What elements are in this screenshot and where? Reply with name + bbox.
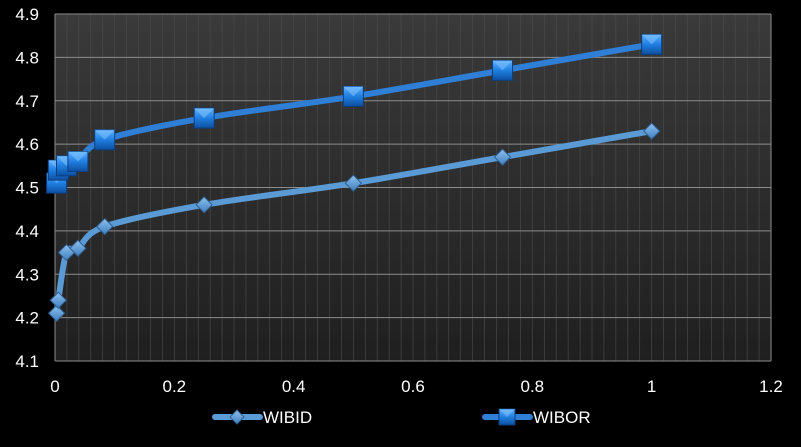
x-tick-label: 0.4 <box>282 377 306 396</box>
legend-item-wibid: WIBID <box>212 408 312 427</box>
legend: WIBID WIBOR <box>212 408 591 427</box>
data-point-square <box>342 85 364 107</box>
legend-diamond-marker <box>229 409 245 425</box>
series-wibid <box>47 122 661 322</box>
data-point-diamond <box>49 291 67 309</box>
data-point-square <box>641 33 663 55</box>
x-tick-label: 0.2 <box>163 377 187 396</box>
data-point-diamond <box>344 174 363 192</box>
legend-square-marker <box>498 408 516 426</box>
data-point-diamond <box>642 122 661 140</box>
data-point-square <box>492 59 513 81</box>
legend-label: WIBID <box>263 408 312 427</box>
series-wibor <box>46 33 663 194</box>
x-tick-label: 0.8 <box>521 377 545 396</box>
series-layer <box>46 33 663 322</box>
data-point-square <box>67 150 89 172</box>
square-marker-highlight <box>343 86 364 97</box>
y-tick-label: 4.5 <box>15 179 39 198</box>
gridlines <box>54 13 772 362</box>
legend-item-wibor: WIBOR <box>482 408 591 427</box>
data-point-diamond <box>493 148 512 166</box>
y-tick-label: 4.7 <box>15 92 39 111</box>
square-marker-highlight <box>194 108 215 119</box>
y-tick-label: 4.9 <box>15 5 39 24</box>
square-marker-highlight <box>492 60 513 71</box>
y-tick-label: 4.4 <box>15 222 39 241</box>
data-point-square <box>94 129 116 151</box>
x-tick-label: 0.6 <box>401 377 425 396</box>
legend-label: WIBOR <box>533 408 591 427</box>
x-tick-label: 0 <box>50 377 59 396</box>
data-point-square <box>193 107 215 129</box>
square-marker-highlight <box>94 129 115 140</box>
y-tick-label: 4.1 <box>15 352 39 371</box>
tick-labels: 4.1 4.2 4.3 4.4 4.5 4.6 4.7 4.8 4.9 0 0.2 0.4 0.6 0.8… <box>15 5 782 396</box>
data-point-diamond <box>95 217 114 236</box>
data-point-diamond <box>47 304 66 322</box>
x-tick-label: 1 <box>647 377 656 396</box>
square-marker-highlight <box>67 151 88 162</box>
data-point-diamond <box>69 239 87 257</box>
square-marker-highlight <box>499 409 515 417</box>
y-tick-label: 4.3 <box>15 265 39 284</box>
square-marker-highlight <box>641 34 662 45</box>
y-tick-label: 4.6 <box>15 135 39 154</box>
y-tick-label: 4.8 <box>15 48 39 67</box>
x-tick-label: 1.2 <box>759 377 783 396</box>
data-point-diamond <box>195 196 213 214</box>
y-tick-label: 4.2 <box>15 309 39 328</box>
